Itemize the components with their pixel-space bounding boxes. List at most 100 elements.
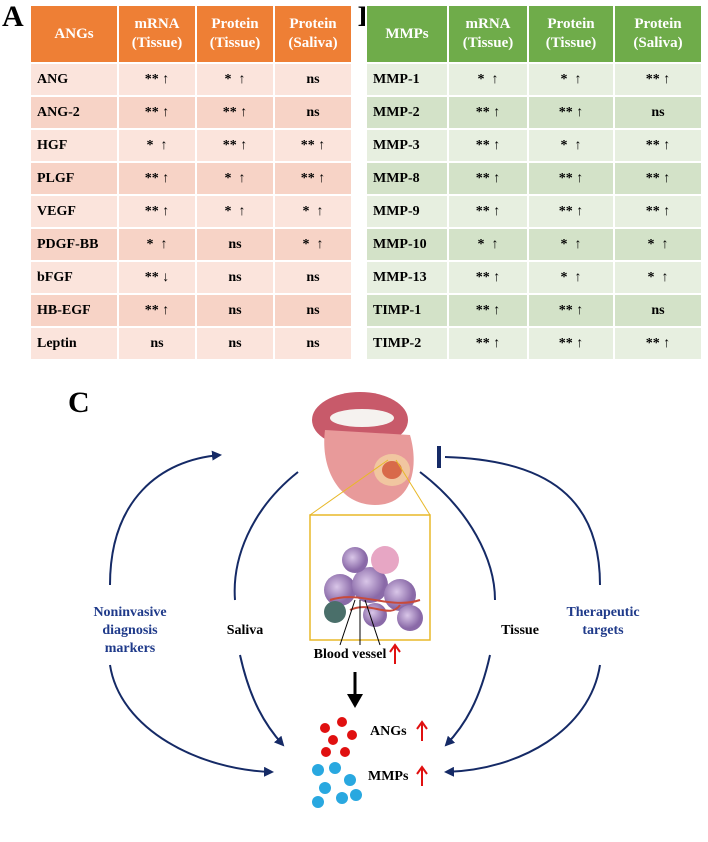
down-arrow-head [347, 694, 363, 708]
cell: TIMP-1 [365, 293, 449, 328]
cell: ** ↓ [117, 260, 197, 295]
header-text: (Tissue) [209, 35, 261, 51]
cell: * ↑ [273, 194, 353, 229]
cell: * ↑ [195, 194, 275, 229]
cell: ** ↑ [447, 326, 529, 361]
row: MMP-3 ** ↑ * ↑ ** ↑ [365, 128, 703, 163]
cell: VEGF [29, 194, 119, 229]
row: TIMP-2 ** ↑ ** ↑ ** ↑ [365, 326, 703, 361]
row: MMP-2 ** ↑ ** ↑ ns [365, 95, 703, 130]
row: ANG-2 ** ↑ ** ↑ ns [29, 95, 353, 130]
cell: ANG [29, 62, 119, 97]
left-label: diagnosis [102, 623, 158, 638]
cell: * ↑ [117, 128, 197, 163]
header-text: (Saliva) [633, 35, 683, 51]
zoom-lines [309, 459, 431, 516]
row: ANG ** ↑ * ↑ ns [29, 62, 353, 97]
row: HB-EGF ** ↑ ns ns [29, 293, 353, 328]
row: HGF * ↑ ** ↑ ** ↑ [29, 128, 353, 163]
header-cell: Protein (Tissue) [527, 4, 615, 64]
row: PDGF-BB * ↑ ns * ↑ [29, 227, 353, 262]
ang-table: ANGs mRNA (Tissue) Protein (Tissue) Protein (S… [29, 4, 353, 361]
up-arrow [389, 643, 401, 664]
row: PLGF ** ↑ * ↑ ** ↑ [29, 161, 353, 196]
row: MMP-8 ** ↑ ** ↑ ** ↑ [365, 161, 703, 196]
cell: ** ↑ [117, 62, 197, 97]
cell: * ↑ [613, 260, 703, 295]
header-cell: Protein (Saliva) [273, 4, 353, 64]
cell: ** ↑ [527, 95, 615, 130]
row: TIMP-1 ** ↑ ** ↑ ns [365, 293, 703, 328]
up-arrow [416, 720, 428, 741]
header-text: (Tissue) [462, 35, 514, 51]
mmps-label: MMPs [368, 769, 409, 784]
cell: MMP-10 [365, 227, 449, 262]
cell: * ↑ [447, 227, 529, 262]
cell: * ↑ [195, 161, 275, 196]
cell: ns [195, 260, 275, 295]
cell: * ↑ [527, 128, 615, 163]
cell: ns [117, 326, 197, 361]
cell: * ↑ [527, 260, 615, 295]
header-text: mRNA [465, 16, 511, 32]
cell: ** ↑ [117, 194, 197, 229]
cells [324, 546, 423, 631]
header-text: (Tissue) [545, 35, 597, 51]
cell: ** ↑ [447, 95, 529, 130]
header-cell: mRNA (Tissue) [447, 4, 529, 64]
cell: ns [273, 62, 353, 97]
right-label: Therapeutic [566, 605, 639, 620]
cell: ns [273, 326, 353, 361]
left-label: Noninvasive [93, 605, 166, 620]
header-cell: mRNA (Tissue) [117, 4, 197, 64]
cell: ns [613, 293, 703, 328]
cell: ** ↑ [447, 194, 529, 229]
cell: ** ↑ [613, 194, 703, 229]
header-cell: Protein (Saliva) [613, 4, 703, 64]
row: bFGF ** ↓ ns ns [29, 260, 353, 295]
header-text: Protein [547, 16, 595, 32]
cell: ** ↑ [527, 326, 615, 361]
cell: ** ↑ [613, 62, 703, 97]
cell: MMP-1 [365, 62, 449, 97]
header-text: (Tissue) [131, 35, 183, 51]
left-label: markers [105, 641, 156, 656]
cell: MMP-8 [365, 161, 449, 196]
panel-label: C [68, 386, 90, 419]
cell: ** ↑ [613, 128, 703, 163]
header-text: (Saliva) [288, 35, 338, 51]
cell: PDGF-BB [29, 227, 119, 262]
cell: ** ↑ [447, 161, 529, 196]
header-cell: Protein (Tissue) [195, 4, 275, 64]
cell: ** ↑ [195, 95, 275, 130]
cell: HB-EGF [29, 293, 119, 328]
cell: ** ↑ [447, 128, 529, 163]
cell: MMP-2 [365, 95, 449, 130]
header-text: Protein [211, 16, 259, 32]
cell: ** ↑ [527, 194, 615, 229]
arrows [109, 450, 601, 777]
cell: ** ↑ [613, 326, 703, 361]
right-label: targets [582, 623, 624, 638]
cell: ** ↑ [613, 161, 703, 196]
header-text: MMPs [385, 25, 429, 42]
cell: * ↑ [447, 62, 529, 97]
cell: ** ↑ [527, 161, 615, 196]
cell: ** ↑ [117, 293, 197, 328]
cell: ns [195, 326, 275, 361]
cell: Leptin [29, 326, 119, 361]
row: MMP-10 * ↑ * ↑ * ↑ [365, 227, 703, 262]
header-text: mRNA [134, 16, 180, 32]
cell: * ↑ [613, 227, 703, 262]
cell: MMP-13 [365, 260, 449, 295]
blood-vessel-label: Blood vessel [314, 647, 387, 662]
pointer-lines [339, 599, 381, 646]
mmp-dots [312, 762, 362, 808]
row: Leptin ns ns ns [29, 326, 353, 361]
cell: MMP-9 [365, 194, 449, 229]
cell: ** ↑ [527, 293, 615, 328]
cell: ns [613, 95, 703, 130]
cell: MMP-3 [365, 128, 449, 163]
cell: * ↑ [195, 62, 275, 97]
